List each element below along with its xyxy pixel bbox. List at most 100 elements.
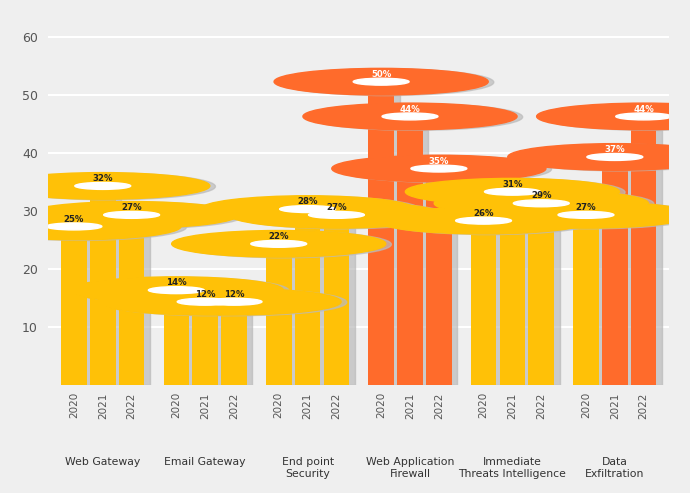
Bar <box>67 240 92 385</box>
Bar <box>608 170 633 385</box>
Circle shape <box>308 104 522 130</box>
Circle shape <box>1 173 215 200</box>
Circle shape <box>177 298 233 305</box>
Circle shape <box>250 241 306 247</box>
Bar <box>432 182 457 385</box>
Text: End point
Security: End point Security <box>282 457 334 479</box>
Circle shape <box>303 103 517 130</box>
Circle shape <box>132 289 346 316</box>
Circle shape <box>229 202 444 228</box>
Text: 31%: 31% <box>502 180 522 189</box>
Circle shape <box>411 165 467 172</box>
Circle shape <box>172 231 386 257</box>
Circle shape <box>615 113 671 120</box>
Circle shape <box>440 191 654 217</box>
Bar <box>221 315 247 385</box>
Circle shape <box>75 278 289 304</box>
Text: 44%: 44% <box>400 105 420 113</box>
Circle shape <box>0 213 186 241</box>
Circle shape <box>0 173 210 199</box>
Bar <box>272 257 297 385</box>
Bar <box>227 315 253 385</box>
Circle shape <box>377 208 591 234</box>
Bar <box>426 182 452 385</box>
Circle shape <box>405 178 620 205</box>
Bar <box>631 130 656 385</box>
Text: 14%: 14% <box>166 279 186 287</box>
Bar <box>403 130 428 385</box>
Circle shape <box>513 200 569 207</box>
Bar <box>636 130 662 385</box>
Text: 37%: 37% <box>604 145 625 154</box>
Bar <box>374 95 400 385</box>
Text: 50%: 50% <box>371 70 391 79</box>
Bar <box>471 234 496 385</box>
Text: 32%: 32% <box>92 174 113 183</box>
Circle shape <box>479 202 690 228</box>
Bar <box>119 228 144 385</box>
Bar <box>124 228 150 385</box>
Circle shape <box>484 202 690 229</box>
Bar <box>295 222 320 385</box>
Circle shape <box>455 217 511 224</box>
Bar <box>164 304 189 385</box>
Text: Data
Exfiltration: Data Exfiltration <box>585 457 644 479</box>
Bar <box>95 199 121 385</box>
Bar <box>602 170 628 385</box>
Text: Email Gateway: Email Gateway <box>164 457 246 467</box>
Bar <box>324 228 349 385</box>
Circle shape <box>46 223 102 230</box>
Bar <box>193 315 218 385</box>
Circle shape <box>434 190 649 216</box>
Circle shape <box>308 211 364 218</box>
Text: 29%: 29% <box>531 191 551 201</box>
Circle shape <box>177 231 391 258</box>
Bar <box>476 234 502 385</box>
Circle shape <box>484 188 540 195</box>
Bar <box>198 315 224 385</box>
Circle shape <box>542 104 690 130</box>
Circle shape <box>332 155 546 182</box>
Circle shape <box>25 202 239 228</box>
Circle shape <box>274 69 489 95</box>
Bar <box>500 205 525 385</box>
Circle shape <box>104 211 159 218</box>
Circle shape <box>98 288 313 315</box>
Circle shape <box>104 289 318 316</box>
Bar <box>169 304 195 385</box>
Circle shape <box>353 78 409 85</box>
Circle shape <box>30 202 244 229</box>
Bar <box>368 95 394 385</box>
Text: 25%: 25% <box>63 214 84 224</box>
Text: Immediate
Threats Intelligence: Immediate Threats Intelligence <box>458 457 566 479</box>
Bar <box>579 228 604 385</box>
Circle shape <box>148 286 204 294</box>
Bar <box>61 240 87 385</box>
Circle shape <box>279 206 335 212</box>
Circle shape <box>537 103 690 130</box>
Bar <box>329 228 355 385</box>
Circle shape <box>201 196 415 222</box>
Text: Web Gateway: Web Gateway <box>65 457 140 467</box>
Circle shape <box>127 288 341 315</box>
Circle shape <box>206 196 420 223</box>
Circle shape <box>382 208 596 235</box>
Text: 28%: 28% <box>297 197 318 206</box>
Text: 26%: 26% <box>473 209 494 218</box>
Circle shape <box>558 211 614 218</box>
Circle shape <box>337 156 551 182</box>
Text: 27%: 27% <box>326 203 347 212</box>
Circle shape <box>382 113 438 120</box>
Text: 22%: 22% <box>268 232 289 241</box>
Bar <box>529 216 554 385</box>
Text: 35%: 35% <box>428 157 449 166</box>
Circle shape <box>0 213 181 240</box>
Text: Web Application
Firewall: Web Application Firewall <box>366 457 454 479</box>
Text: 27%: 27% <box>575 203 596 212</box>
Circle shape <box>235 202 449 229</box>
Circle shape <box>513 144 690 171</box>
Bar <box>300 222 326 385</box>
Bar <box>505 205 531 385</box>
Bar <box>90 199 115 385</box>
Bar <box>573 228 599 385</box>
